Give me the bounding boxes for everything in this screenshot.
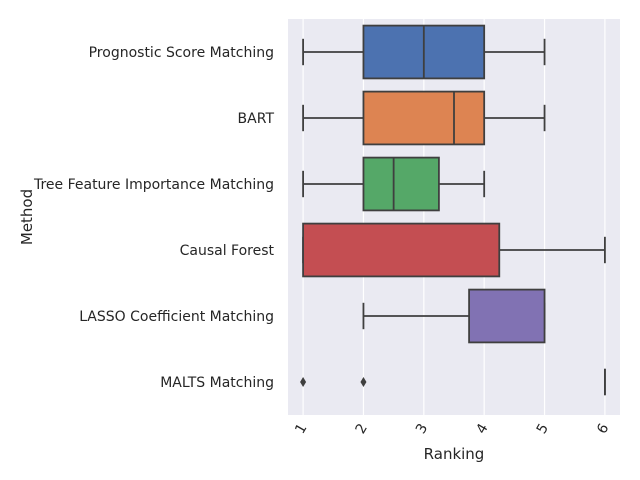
outlier-5-0	[300, 377, 307, 387]
box-3	[302, 222, 501, 278]
y-axis-categories: Prognostic Score Matching BART Tree Featur…	[33, 45, 275, 391]
grid-lines	[302, 19, 606, 415]
x-tick-label-3: 3	[413, 421, 431, 437]
plot-area	[288, 19, 620, 415]
x-axis-label: Ranking	[424, 445, 485, 463]
box-1	[362, 90, 486, 146]
box-group-2	[302, 156, 486, 212]
box-group-0	[302, 24, 546, 80]
box-series	[300, 24, 606, 396]
box-group-3	[302, 222, 606, 278]
x-tick-label-1: 1	[292, 421, 310, 437]
y-axis-label: Method	[18, 189, 36, 245]
category-label-3: Causal Forest	[180, 243, 275, 259]
box-group-1	[302, 90, 546, 146]
category-label-0: Prognostic Score Matching	[89, 45, 274, 61]
category-label-1: BART	[238, 111, 275, 127]
x-axis-ticks: 1 2 3 4 5 6	[292, 421, 612, 437]
box-2	[362, 156, 440, 212]
x-tick-label-4: 4	[473, 421, 491, 437]
category-label-2: Tree Feature Importance Matching	[33, 177, 274, 193]
box-group-4	[362, 288, 546, 344]
x-tick-label-2: 2	[353, 421, 371, 437]
outlier-5-1	[360, 377, 367, 387]
x-tick-label-6: 6	[594, 421, 612, 437]
category-label-5: MALTS Matching	[160, 375, 274, 391]
category-label-4: LASSO Coefficient Matching	[79, 309, 274, 325]
x-tick-label-5: 5	[534, 421, 552, 437]
box-group-5	[300, 368, 606, 396]
box-4	[468, 288, 546, 344]
